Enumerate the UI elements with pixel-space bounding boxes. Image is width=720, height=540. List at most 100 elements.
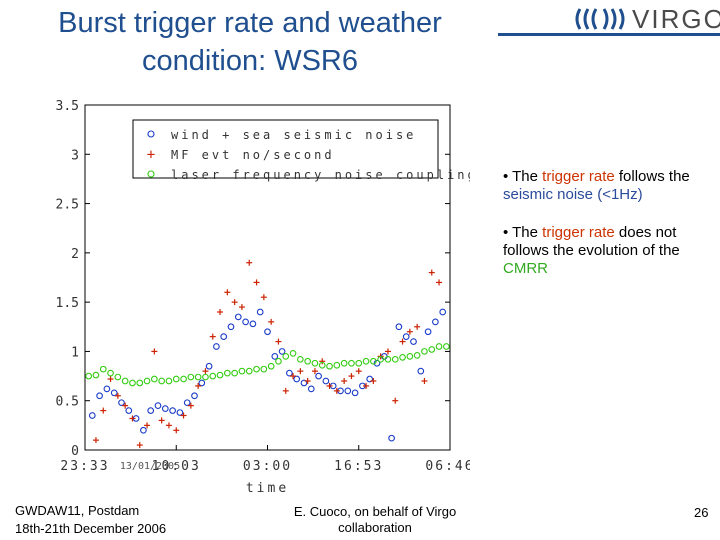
data-point-plus (253, 279, 260, 286)
virgo-logo (575, 8, 625, 30)
data-point-circle (293, 375, 301, 383)
legend-marker-circle (147, 170, 155, 178)
data-point-circle (150, 375, 158, 383)
data-point-plus (406, 328, 413, 335)
data-point-circle (140, 426, 147, 434)
footer-author: E. Cuoco, on behalf of Virgo collaborati… (285, 504, 465, 536)
data-point-circle (110, 389, 118, 397)
data-point-circle (278, 348, 286, 355)
data-point-circle (143, 377, 151, 385)
footer-conference-line-1: GWDAW11, Postdam (15, 503, 140, 518)
data-point-plus (165, 422, 172, 429)
data-point-circle (125, 407, 133, 414)
bullet-1-part-5: (<1Hz) (593, 186, 643, 203)
data-point-circle (154, 402, 162, 409)
data-point-plus (92, 437, 99, 444)
data-point-circle (307, 385, 315, 393)
footer-conference-line-2: 18th-21th December 2006 (15, 521, 167, 536)
bullet-2-part-3: does not follows the evolution of the (503, 224, 680, 259)
data-point-circle (417, 367, 425, 375)
bullet-2-trigger-rate: trigger rate (542, 224, 615, 241)
data-point-circle (362, 357, 370, 365)
data-point-circle (136, 379, 144, 387)
y-tick-label: 0.5 (56, 395, 79, 410)
bullet-2-cmrr: CMRR (503, 260, 548, 277)
bullet-1-part-3: follows the (614, 168, 690, 185)
data-point-circle (355, 359, 363, 367)
virgo-wave-icon (575, 8, 625, 30)
data-point-circle (326, 362, 333, 370)
y-tick-label: 0 (71, 444, 79, 459)
data-point-circle (377, 355, 385, 363)
data-point-circle (216, 371, 224, 379)
data-point-circle (384, 355, 392, 363)
x-tick-label: 23:33 (60, 459, 109, 474)
data-point-circle (121, 377, 129, 385)
data-point-circle (161, 405, 169, 412)
data-point-circle (245, 367, 253, 375)
data-point-plus (268, 318, 275, 325)
data-point-plus (187, 402, 194, 409)
data-point-circle (344, 387, 352, 395)
data-point-plus (341, 378, 348, 384)
y-tick-label: 1 (71, 345, 79, 360)
data-point-circle (147, 407, 155, 414)
y-tick-label: 2.5 (56, 198, 79, 213)
data-point-circle (234, 313, 242, 321)
data-point-circle (238, 367, 246, 375)
footer-author-line-1: E. Cuoco, on behalf of Virgo (293, 504, 457, 519)
data-point-circle (275, 357, 282, 365)
data-point-plus (348, 373, 355, 380)
data-point-plus (363, 382, 370, 389)
data-point-plus (136, 442, 143, 449)
data-point-circle (264, 328, 271, 336)
data-point-plus (180, 412, 187, 419)
data-point-plus (151, 348, 158, 355)
data-point-plus (275, 338, 282, 345)
bullet-1-trigger-rate: trigger rate (542, 168, 615, 185)
bullet-1-seismic-noise: seismic noise (503, 186, 594, 203)
header-rule (498, 33, 720, 36)
data-point-plus (333, 387, 340, 394)
data-point-circle (366, 375, 374, 383)
data-point-plus (231, 299, 238, 306)
data-point-circle (413, 352, 421, 359)
data-point-circle (220, 333, 228, 340)
data-point-circle (424, 328, 432, 336)
data-point-plus (195, 382, 202, 389)
data-point-circle (300, 379, 308, 387)
data-point-plus (202, 368, 209, 375)
data-point-circle (311, 359, 319, 367)
data-point-plus (209, 333, 216, 340)
data-point-plus (246, 259, 253, 266)
data-point-circle (297, 355, 304, 363)
bullet-2: • The trigger rate does not follows the … (503, 224, 713, 278)
legend-marker-plus: + (147, 147, 155, 163)
data-point-plus (290, 373, 297, 380)
data-point-circle (205, 362, 213, 370)
virgo-logo-text: VIRGO (632, 4, 720, 34)
data-point-plus (399, 338, 406, 345)
data-point-circle (242, 318, 249, 326)
x-date-label: 13/01/2005 (120, 461, 180, 472)
data-point-plus (414, 323, 421, 330)
bullet-2-part-1: • The (503, 224, 543, 241)
data-point-circle (169, 407, 176, 414)
data-point-circle (99, 365, 107, 373)
data-point-circle (370, 357, 377, 365)
data-point-plus (370, 378, 377, 384)
data-point-circle (406, 353, 414, 360)
bullet-1-part-1: • The (503, 168, 543, 185)
data-point-plus (238, 304, 245, 311)
x-tick-label: 06:46 (425, 459, 470, 474)
data-point-plus (114, 392, 121, 399)
legend-box (132, 119, 439, 179)
data-point-circle (85, 372, 93, 380)
data-point-circle (231, 369, 238, 377)
legend-label: wind + sea seismic noise (171, 128, 416, 142)
data-point-plus (282, 387, 289, 394)
x-tick-label: 16:53 (334, 459, 383, 474)
data-point-circle (129, 379, 136, 387)
data-point-plus (224, 289, 231, 296)
data-point-plus (436, 279, 443, 286)
